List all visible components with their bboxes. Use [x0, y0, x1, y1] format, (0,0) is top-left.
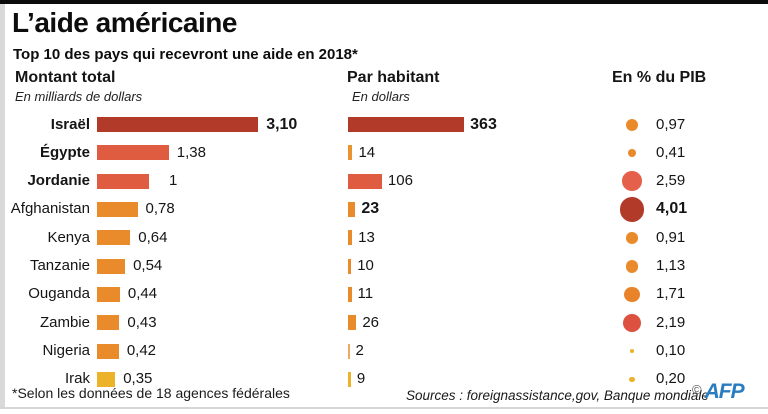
pib-value: 0,97 [656, 115, 686, 133]
pib-value: 0,20 [656, 370, 686, 388]
sources-credit: Sources : foreignassistance,gov, Banque … [406, 388, 709, 403]
country-label: Égypte [39, 143, 90, 161]
pib-value: 2,59 [656, 172, 686, 190]
parhab-bar [348, 315, 357, 331]
top-black-bar [0, 0, 768, 4]
parhab-value: 10 [357, 257, 374, 274]
montant-bar [97, 315, 120, 331]
parhab-value: 106 [387, 172, 413, 190]
montant-value: 0,42 [126, 341, 157, 359]
montant-bar [97, 371, 116, 387]
pib-circle [622, 313, 642, 332]
left-edge-border [0, 4, 5, 407]
parhab-bar [348, 145, 353, 161]
country-label: Israël [50, 115, 90, 133]
country-label: Tanzanie [29, 257, 90, 274]
parhab-value: 363 [470, 115, 497, 133]
pib-circle [625, 118, 638, 131]
country-label: Nigeria [42, 341, 90, 359]
column-header-par-habitant: Par habitant [347, 69, 440, 86]
page-title: L’aide américaine [12, 7, 237, 38]
table-row-egypte: Égypte 1,38 14 0,41 [0, 139, 768, 167]
montant-value: 0,64 [138, 228, 168, 246]
parhab-bar [348, 173, 382, 189]
montant-bar [97, 258, 126, 274]
montant-value: 1,38 [176, 143, 206, 161]
table-row-kenya: Kenya 0,64 13 0,91 [0, 224, 768, 252]
pib-circle [625, 259, 639, 273]
afp-logo: © AFP [692, 380, 745, 404]
afp-logo-text: AFP [704, 380, 745, 403]
pib-circle [626, 232, 638, 244]
montant-bar [97, 286, 120, 302]
copyright-icon: © [692, 382, 702, 397]
parhab-bar [348, 343, 350, 359]
column-header-pib: En % du PIB [612, 69, 707, 86]
column-subheader-par-habitant: En dollars [352, 89, 410, 104]
table-row-tanzanie: Tanzanie 0,54 10 1,13 [0, 252, 768, 280]
pib-circle [622, 171, 642, 192]
parhab-bar [348, 258, 352, 274]
bottom-divider [0, 407, 768, 409]
parhab-value: 14 [358, 143, 376, 161]
montant-bar [97, 202, 138, 218]
country-label: Kenya [47, 228, 90, 246]
parhab-bar [348, 286, 352, 302]
montant-value: 0,78 [145, 200, 175, 218]
montant-value: 3,10 [266, 115, 298, 133]
pib-value: 1,71 [656, 285, 686, 303]
parhab-value: 9 [356, 370, 366, 388]
parhab-value: 26 [362, 313, 379, 331]
pib-circle [619, 197, 645, 222]
parhab-bar [348, 230, 353, 246]
pib-value: 0,41 [656, 143, 686, 161]
pib-circle [628, 149, 636, 157]
pib-value: 1,13 [656, 257, 686, 274]
pib-circle [624, 286, 640, 303]
montant-bar [97, 230, 131, 246]
montant-value: 0,44 [127, 285, 158, 303]
montant-value: 1 [169, 172, 178, 190]
pib-circle [629, 376, 635, 383]
table-row-ouganda: Ouganda 0,44 11 1,71 [0, 280, 768, 308]
column-header-montant-total: Montant total [15, 69, 116, 86]
parhab-value: 13 [358, 228, 375, 246]
montant-bar [97, 173, 149, 189]
table-row-jordanie: Jordanie 1 106 2,59 [0, 167, 768, 195]
parhab-value: 23 [361, 200, 380, 218]
table-row-afghanistan: Afghanistan 0,78 23 4,01 [0, 195, 768, 223]
pib-value: 4,01 [656, 200, 688, 218]
montant-bar [97, 117, 259, 133]
country-label: Ouganda [28, 285, 90, 303]
pib-circle [630, 349, 634, 353]
pib-value: 0,91 [656, 228, 686, 246]
column-subheader-montant-total: En milliards de dollars [15, 89, 143, 104]
country-label: Irak [64, 370, 90, 388]
parhab-bar [348, 371, 351, 387]
parhab-value: 2 [355, 341, 364, 359]
table-row-irak: Irak 0,35 9 0,20 [0, 365, 768, 393]
parhab-bar [348, 117, 465, 133]
country-label: Zambie [39, 313, 90, 331]
montant-value: 0,35 [123, 370, 153, 388]
country-label: Afghanistan [10, 200, 90, 218]
pib-value: 2,19 [656, 313, 686, 331]
parhab-value: 11 [357, 285, 374, 303]
table-row-nigeria: Nigeria 0,42 2 0,10 [0, 337, 768, 365]
table-row-zambie: Zambie 0,43 26 2,19 [0, 309, 768, 337]
montant-bar [97, 343, 119, 359]
page-subtitle: Top 10 des pays qui recevront une aide e… [13, 46, 358, 63]
country-label: Jordanie [27, 172, 90, 190]
pib-value: 0,10 [656, 341, 686, 359]
footnote: *Selon les données de 18 agences fédéral… [12, 385, 290, 401]
montant-value: 0,54 [133, 257, 163, 274]
montant-bar [97, 145, 169, 161]
montant-value: 0,43 [127, 313, 157, 331]
parhab-bar [348, 202, 356, 218]
table-row-israel: Israël 3,10 363 0,97 [0, 111, 768, 139]
